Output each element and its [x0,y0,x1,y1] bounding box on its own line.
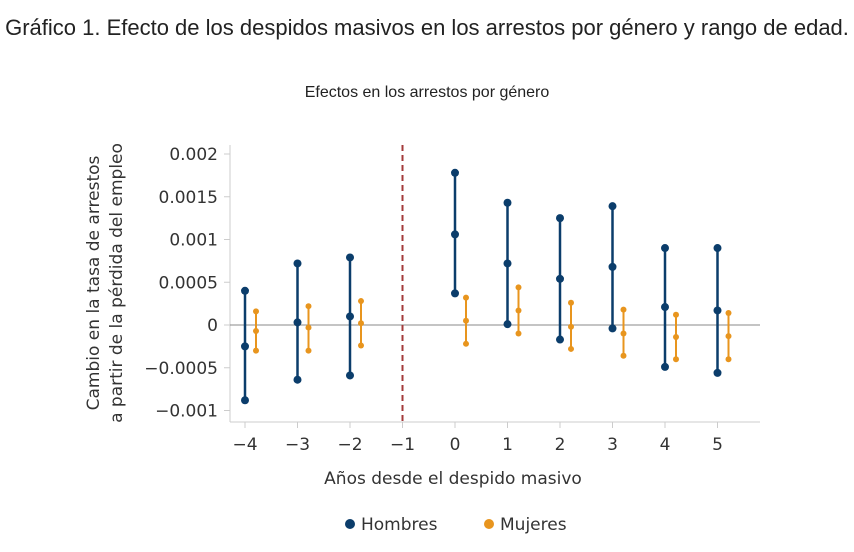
lower-point-mujeres [253,347,259,354]
estimate-point-mujeres [358,320,364,327]
upper-point-hombres [241,286,249,295]
legend-label-mujeres: Mujeres [500,515,567,535]
estimate-point-mujeres [673,333,679,340]
y-axis-label-line2: a partir de la pérdida del empleo [107,143,127,423]
chart-title: Efectos en los arrestos por género [304,84,550,101]
estimate-point-hombres [346,312,354,321]
estimate-point-hombres [608,262,617,271]
upper-point-mujeres [620,306,627,313]
lower-point-hombres [661,362,669,371]
upper-point-mujeres [515,284,522,291]
x-tick-label: 2 [555,435,566,455]
estimate-point-hombres [556,274,564,283]
upper-point-mujeres [673,311,679,318]
upper-point-mujeres [463,294,469,301]
lower-point-hombres [293,375,302,384]
estimate-point-mujeres [568,323,574,330]
y-tick-label: 0.0005 [159,273,218,293]
upper-point-hombres [503,198,512,207]
upper-point-hombres [346,253,354,262]
y-tick-label: 0 [207,316,218,336]
y-tick-label: 0.002 [169,145,218,165]
x-tick-label: 4 [660,435,671,455]
x-axis-label: Años desde el despido masivo [324,469,582,489]
estimate-point-hombres [241,342,249,351]
lower-point-mujeres [515,330,522,337]
x-tick-label: 3 [607,435,618,455]
estimate-point-mujeres [620,330,627,337]
legend: Hombres Mujeres [345,515,567,535]
lower-point-mujeres [725,356,732,363]
x-tick-label: −1 [390,435,415,455]
upper-point-hombres [293,259,302,268]
lower-point-mujeres [305,347,312,354]
lower-point-mujeres [463,340,469,347]
lower-point-mujeres [620,352,627,359]
lower-point-mujeres [568,345,574,352]
lower-point-hombres [451,289,459,298]
legend-marker-hombres [345,519,355,529]
x-tick-label: 1 [502,435,513,455]
x-tick-label: −2 [337,435,362,455]
estimate-point-mujeres [463,317,469,324]
lower-point-mujeres [673,356,679,363]
estimate-point-mujeres [725,333,732,340]
y-axis-label-line1: Cambio en la tasa de arrestos [84,155,104,410]
y-tick-label: −0.001 [155,402,218,422]
x-tick-label: 0 [450,435,461,455]
lower-point-mujeres [358,342,364,349]
lower-point-hombres [503,320,512,329]
estimate-point-mujeres [253,327,259,334]
x-tick-label: −3 [285,435,310,455]
estimate-point-mujeres [515,307,522,314]
upper-point-hombres [661,244,669,253]
upper-point-mujeres [253,308,259,315]
estimate-point-hombres [713,306,722,315]
upper-point-hombres [556,214,564,223]
legend-label-hombres: Hombres [361,515,438,535]
upper-point-hombres [451,168,459,177]
estimate-point-mujeres [305,324,312,331]
figure-title: Gráfico 1. Efecto de los despidos masivo… [5,15,849,40]
lower-point-hombres [556,335,564,344]
y-tick-label: −0.0005 [144,359,218,379]
x-tick-label: 5 [712,435,723,455]
lower-point-hombres [608,324,617,333]
upper-point-mujeres [305,303,312,310]
lower-point-hombres [241,396,249,405]
estimate-point-hombres [451,230,459,239]
x-tick-label: −4 [232,435,257,455]
lower-point-hombres [713,368,722,377]
upper-point-mujeres [358,298,364,305]
upper-point-mujeres [725,310,732,317]
lower-point-hombres [346,371,354,380]
estimate-point-hombres [503,259,512,268]
upper-point-hombres [713,244,722,253]
y-tick-label: 0.0015 [159,188,218,208]
legend-marker-mujeres [484,519,494,529]
estimate-point-hombres [293,318,302,327]
upper-point-hombres [608,202,617,211]
estimate-point-hombres [661,303,669,312]
y-tick-label: 0.001 [169,231,218,251]
upper-point-mujeres [568,299,574,306]
